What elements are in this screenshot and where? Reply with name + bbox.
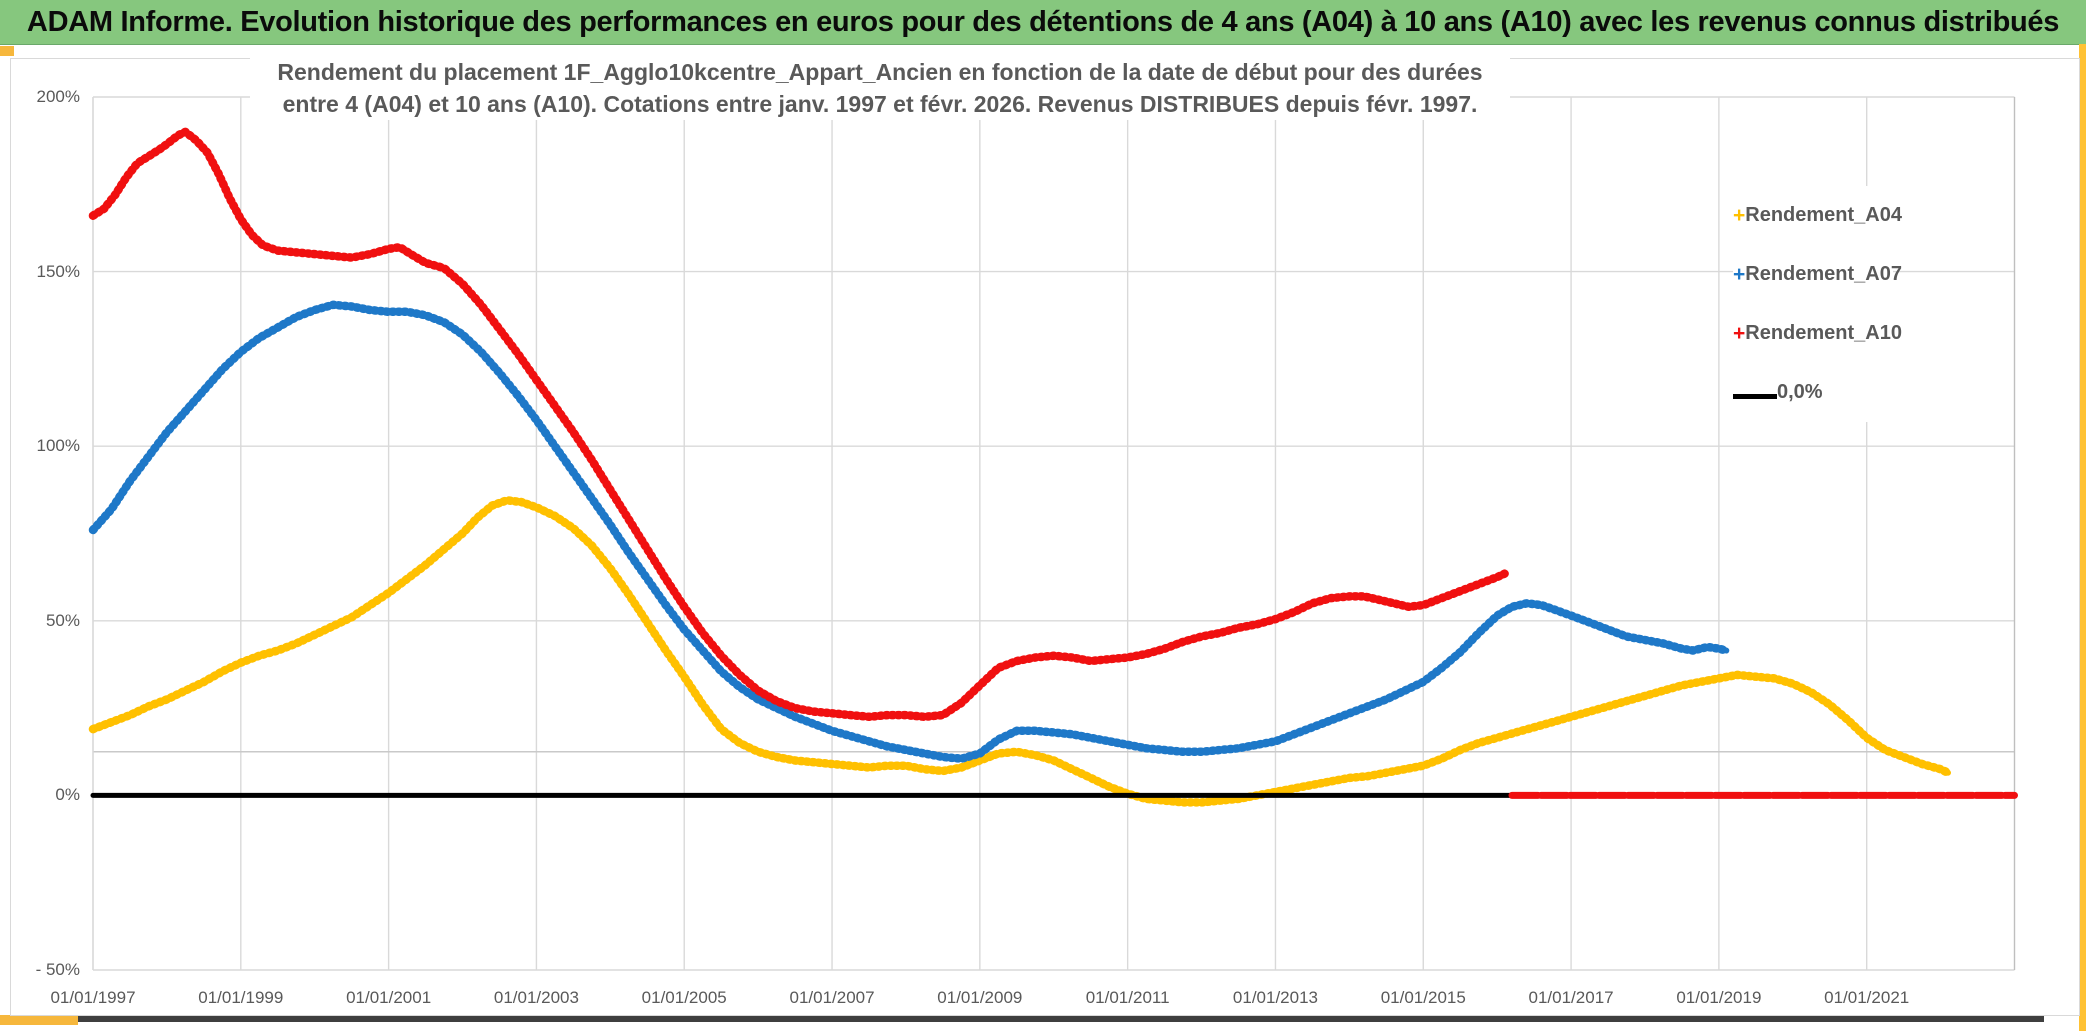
- x-axis-label: 01/01/2019: [1676, 988, 1762, 1007]
- plus-icon: +: [1733, 322, 1746, 345]
- series-rendement-a10: [90, 128, 1508, 720]
- series-rendement-a10-fuzz: [88, 127, 1509, 722]
- legend-label: Rendement_A07: [1745, 263, 1902, 285]
- legend-item-a07[interactable]: + Rendement_A07: [1733, 245, 1902, 304]
- y-axis-label: 100%: [36, 436, 80, 456]
- series-rendement-a07-fuzz: [88, 300, 1731, 763]
- x-axis-label: 01/01/1999: [198, 988, 284, 1007]
- legend-label: Rendement_A04: [1745, 204, 1902, 226]
- y-axis-label: - 50%: [35, 960, 80, 979]
- x-axis-label: 01/01/2001: [346, 988, 432, 1007]
- chart-title[interactable]: Rendement du placement 1F_Agglo10kcentre…: [250, 56, 1510, 120]
- x-axis-label: 01/01/2009: [937, 988, 1023, 1007]
- series-rendement-a04-fuzz: [88, 496, 1953, 807]
- page-title: ADAM Informe. Evolution historique des p…: [26, 5, 2060, 38]
- bottom-left-accent: [0, 1015, 78, 1025]
- y-axis-label: 200%: [36, 87, 80, 106]
- legend-item-a10[interactable]: + Rendement_A10: [1733, 304, 1902, 363]
- legend-label: Rendement_A10: [1745, 322, 1902, 344]
- y-axis-label: 0%: [55, 785, 80, 805]
- bottom-bar: [78, 1015, 2044, 1022]
- plus-icon: +: [1733, 204, 1746, 227]
- x-axis-label: 01/01/2011: [1085, 988, 1170, 1007]
- x-axis-label: 01/01/2007: [789, 988, 875, 1007]
- x-axis-label: 01/01/2005: [641, 988, 727, 1007]
- x-axis-label: 01/01/2021: [1824, 988, 1910, 1007]
- left-corner-accent: [0, 46, 14, 56]
- right-edge-strip: [2079, 44, 2086, 1031]
- series-rendement-a07: [90, 301, 1730, 762]
- y-axis-label: 150%: [36, 261, 80, 281]
- x-axis-label: 01/01/2003: [493, 988, 579, 1007]
- x-axis-label: 01/01/2013: [1232, 988, 1318, 1007]
- x-axis-label: 01/01/2017: [1528, 988, 1614, 1007]
- x-axis-label: 01/01/1997: [50, 988, 136, 1007]
- chart-legend[interactable]: + Rendement_A04 + Rendement_A07 + Rendem…: [1733, 186, 1902, 422]
- chart-title-line1: Rendement du placement 1F_Agglo10kcentre…: [277, 59, 1483, 85]
- x-axis-label: 01/01/2015: [1380, 988, 1466, 1007]
- legend-item-a04[interactable]: + Rendement_A04: [1733, 186, 1902, 245]
- line-swatch: [1733, 382, 1777, 403]
- legend-label: 0,0%: [1777, 381, 1823, 403]
- series-rendement-a04: [90, 497, 1951, 806]
- plus-icon: +: [1733, 263, 1746, 286]
- y-axis-label: 50%: [45, 610, 80, 630]
- chart-title-line2: entre 4 (A04) et 10 ans (A10). Cotations…: [282, 91, 1478, 117]
- legend-item-zero[interactable]: 0,0%: [1733, 363, 1893, 422]
- sheet-title-banner: ADAM Informe. Evolution historique des p…: [0, 0, 2086, 45]
